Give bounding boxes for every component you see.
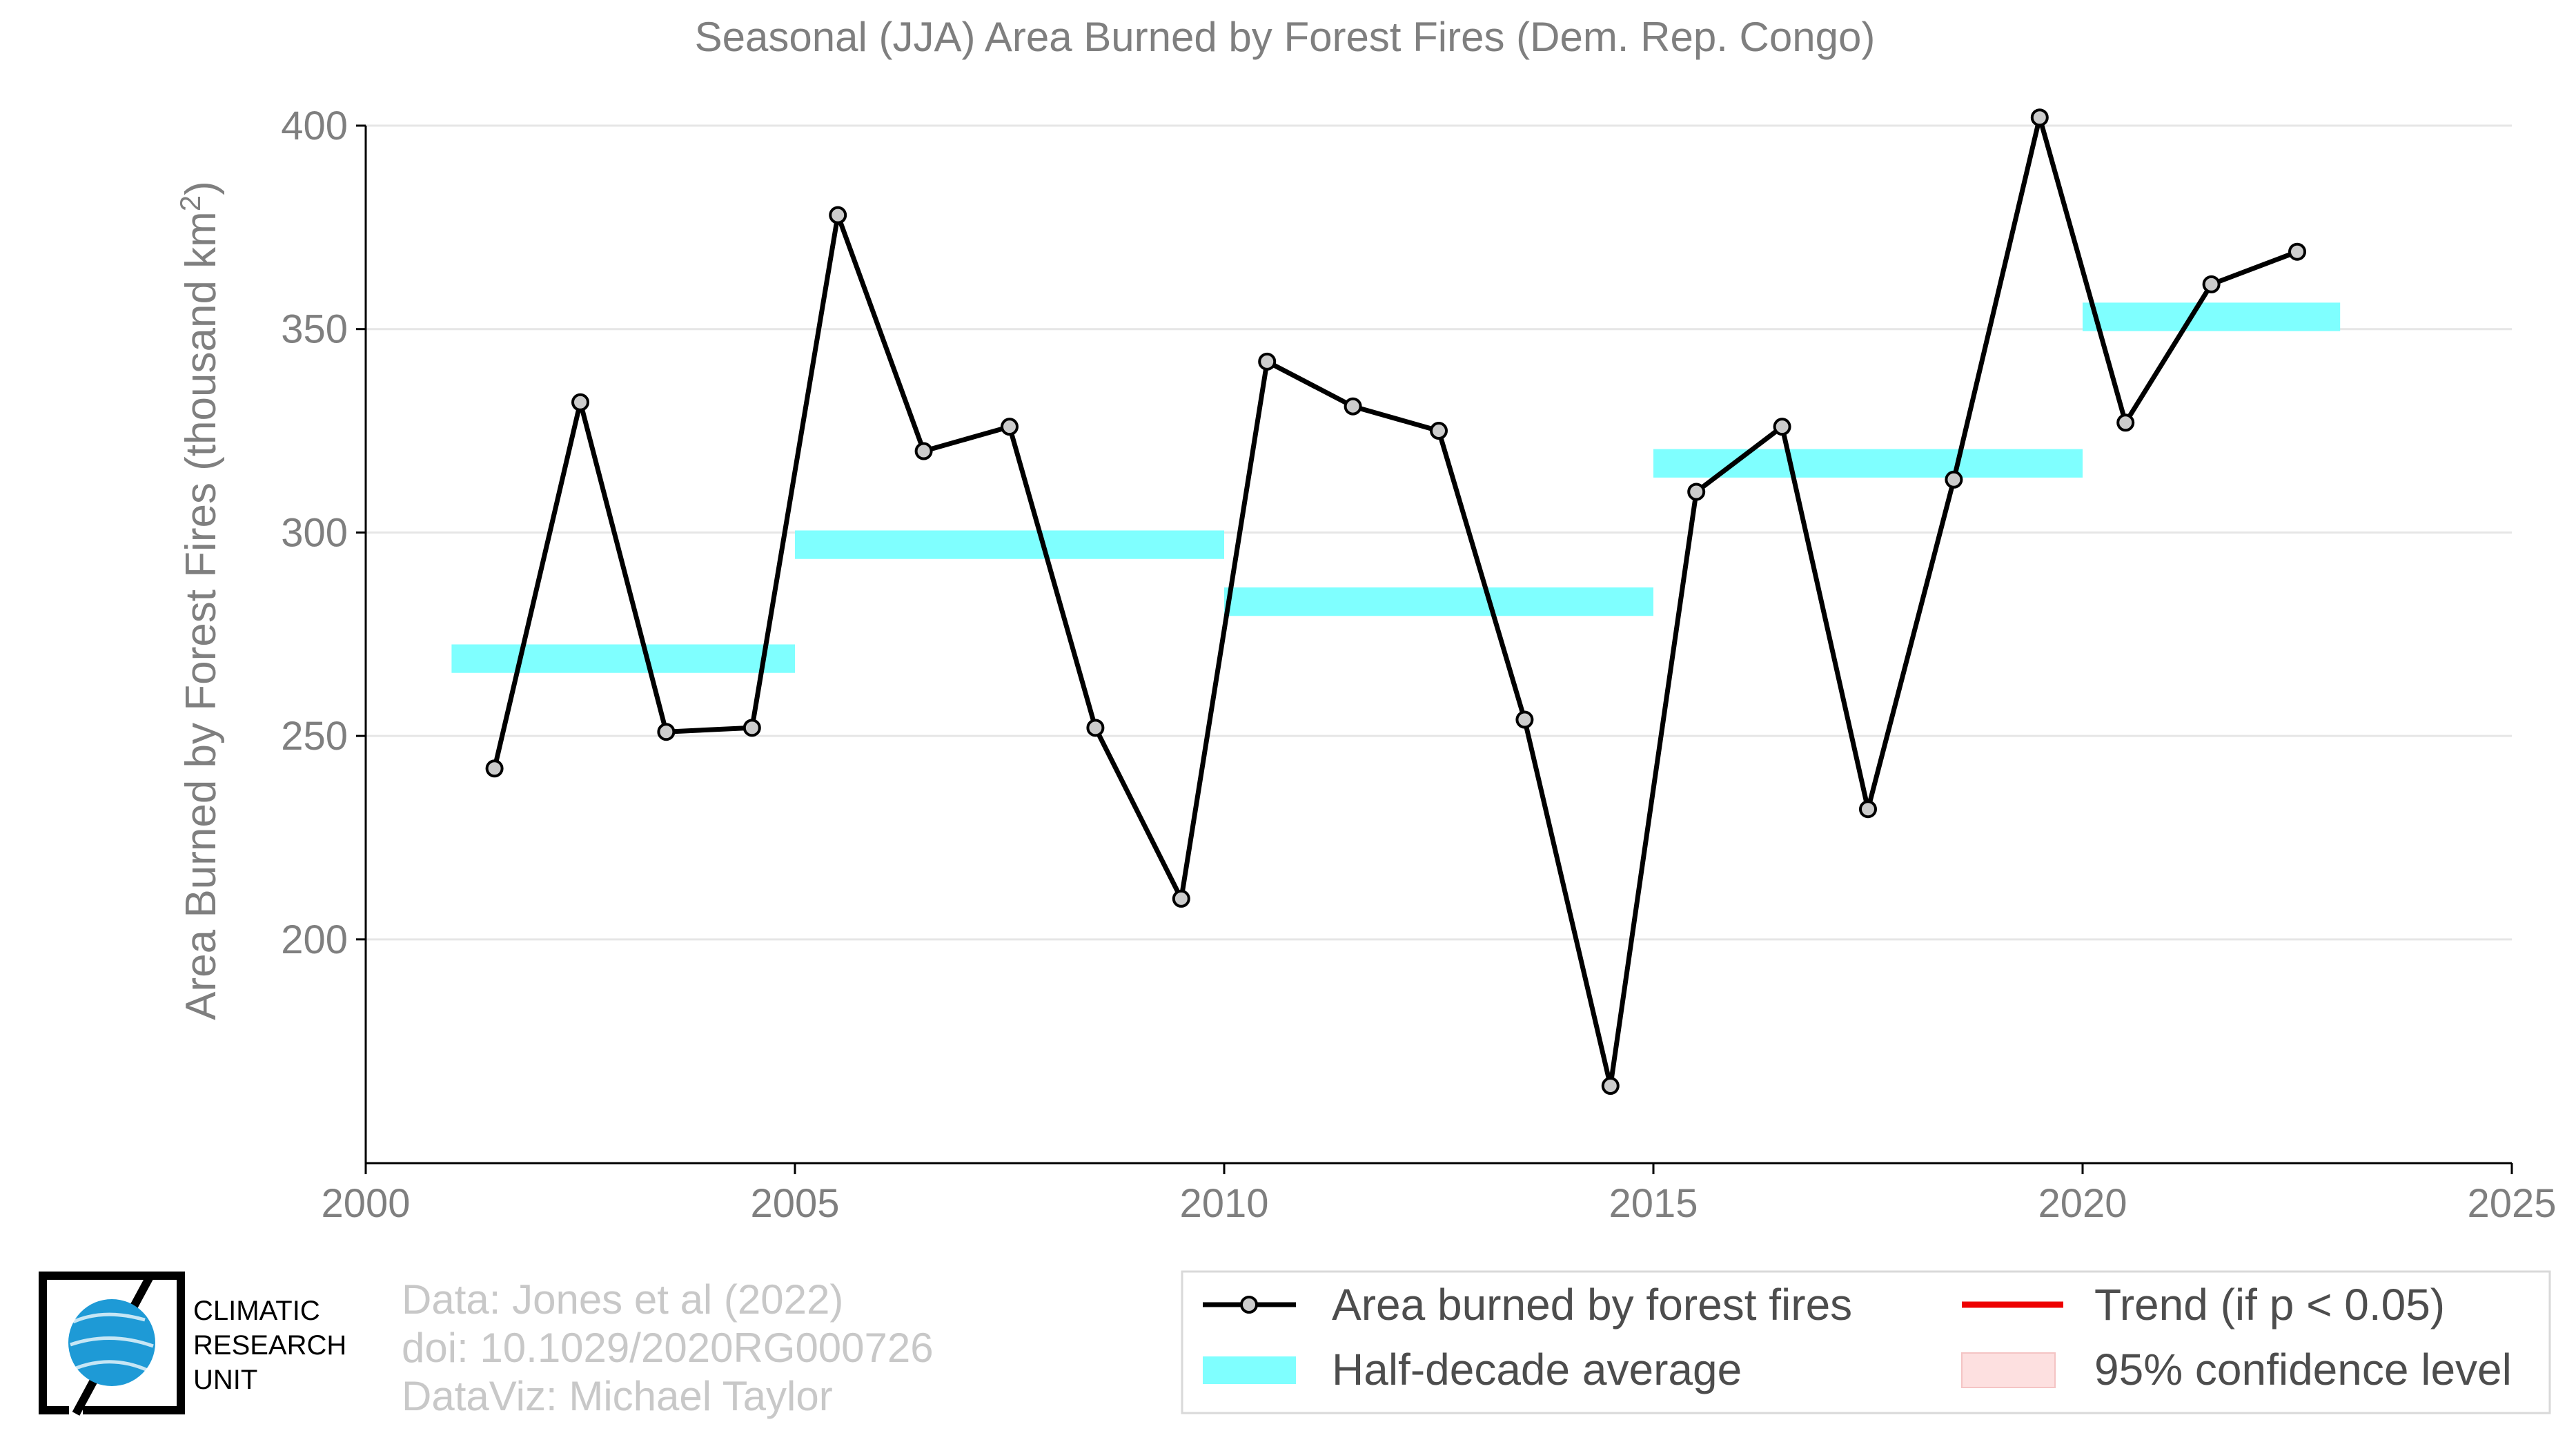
x-tick-label-2025: 2025 — [2467, 1181, 2556, 1226]
series-points — [485, 108, 2306, 1095]
data-point-7 — [1001, 418, 1019, 436]
data-point-21 — [2202, 275, 2221, 293]
logo-bracket-right — [83, 1272, 185, 1414]
legend-trend-label: Trend (if p < 0.05) — [2094, 1280, 2445, 1330]
globe-icon — [68, 1299, 155, 1386]
data-point-18 — [1945, 470, 1963, 489]
credits: Data: Jones et al (2022) doi: 10.1029/20… — [402, 1276, 934, 1419]
x-tick-label-2005: 2005 — [750, 1181, 839, 1226]
y-axis-label: Area Burned by Forest Fires (thousand km… — [174, 181, 225, 1020]
data-point-4 — [743, 719, 761, 737]
legend-item-trend: Trend (if p < 0.05) — [1962, 1280, 2445, 1330]
gridlines — [366, 124, 2512, 941]
legend-half-decade-label: Half-decade average — [1332, 1345, 1742, 1394]
x-tick-label-2015: 2015 — [1609, 1181, 1698, 1226]
data-point-17 — [1859, 800, 1877, 819]
data-point-15 — [1687, 483, 1706, 501]
series-line-group — [492, 115, 2299, 1089]
legend: Area burned by forest fires Trend (if p … — [1181, 1270, 2551, 1414]
half-decade-band-1 — [451, 644, 795, 673]
data-point-22 — [2288, 242, 2306, 261]
data-point-2 — [571, 393, 589, 411]
data-point-16 — [1773, 418, 1791, 436]
series-line — [492, 115, 2299, 1089]
y-tick-label-300: 300 — [281, 510, 348, 555]
chart-title: Seasonal (JJA) Area Burned by Forest Fir… — [695, 14, 1876, 60]
legend-series-marker — [1240, 1296, 1258, 1314]
data-point-1 — [485, 759, 504, 778]
data-point-19 — [2030, 108, 2049, 127]
data-point-3 — [657, 723, 676, 741]
cru-logo: CLIMATIC RESEARCH UNIT — [39, 1272, 346, 1416]
logo-bracket-left — [39, 1272, 150, 1414]
data-point-13 — [1515, 710, 1534, 729]
x-tick-label-2020: 2020 — [2038, 1181, 2127, 1226]
logo-text-line-2: RESEARCH — [193, 1330, 346, 1361]
legend-item-series: Area burned by forest fires — [1203, 1280, 1852, 1330]
x-tick-label-2010: 2010 — [1179, 1181, 1268, 1226]
credit-data: Data: Jones et al (2022) — [402, 1276, 843, 1323]
data-point-9 — [1172, 889, 1190, 908]
data-point-20 — [2116, 413, 2135, 432]
y-tick-label-350: 350 — [281, 307, 348, 352]
globe-contour-1 — [72, 1312, 146, 1324]
y-axis-label-close: ) — [177, 181, 225, 195]
data-point-6 — [914, 442, 933, 460]
y-tick-label-250: 250 — [281, 714, 348, 759]
credit-dataviz: DataViz: Michael Taylor — [402, 1373, 833, 1419]
half-decade-bands — [451, 302, 2341, 673]
globe-contour-2 — [70, 1336, 154, 1348]
half-decade-band-2 — [795, 530, 1224, 559]
half-decade-band-3 — [1224, 587, 1653, 616]
data-point-8 — [1086, 719, 1105, 737]
credit-doi: doi: 10.1029/2020RG000726 — [402, 1325, 934, 1371]
y-axis-label-superscript: 2 — [174, 195, 206, 211]
legend-series-label: Area burned by forest fires — [1332, 1280, 1852, 1330]
data-point-11 — [1344, 397, 1362, 416]
x-tick-label-2000: 2000 — [321, 1181, 410, 1226]
legend-confidence-label: 95% confidence level — [2094, 1345, 2512, 1394]
legend-box — [1181, 1270, 2551, 1414]
data-point-14 — [1601, 1077, 1620, 1095]
legend-half-decade-swatch — [1203, 1356, 1296, 1384]
y-tick-label-400: 400 — [281, 104, 348, 148]
logo-text-line-1: CLIMATIC — [193, 1296, 320, 1326]
y-tick-label-200: 200 — [281, 917, 348, 962]
legend-item-half-decade: Half-decade average — [1203, 1345, 1742, 1394]
logo-text-line-3: UNIT — [193, 1365, 257, 1395]
data-point-12 — [1430, 422, 1448, 440]
y-axis-label-main: Area Burned by Forest Fires (thousand km — [177, 211, 225, 1020]
data-point-5 — [829, 206, 847, 224]
data-point-10 — [1258, 352, 1277, 371]
half-decade-band-5 — [2083, 302, 2341, 331]
legend-item-confidence: 95% confidence level — [1961, 1345, 2512, 1394]
globe-contour-3 — [75, 1360, 149, 1372]
axes: 200 250 300 350 400 2000 2005 2010 2015 2020 2025 — [281, 104, 2556, 1226]
legend-confidence-swatch — [1961, 1352, 2056, 1388]
